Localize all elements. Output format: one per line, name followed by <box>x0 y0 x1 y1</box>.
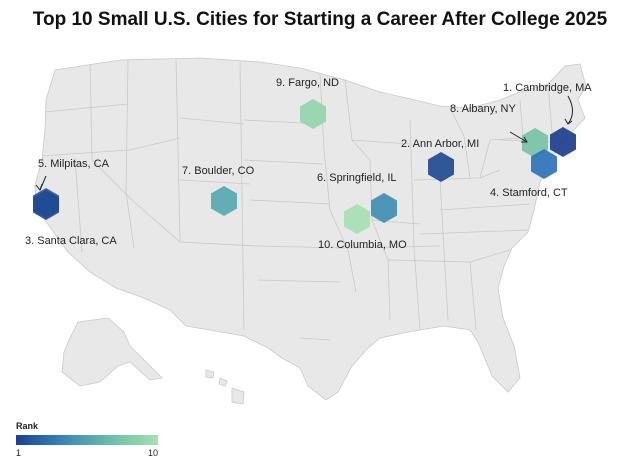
label-albany: 8. Albany, NY <box>450 103 516 115</box>
legend-max-label: 10 <box>147 448 158 458</box>
alaska-region <box>61 317 163 387</box>
label-stamford: 4. Stamford, CT <box>490 187 568 199</box>
label-fargo: 9. Fargo, ND <box>276 77 339 89</box>
legend-min-label: 1 <box>16 448 22 458</box>
city-labels: 1. Cambridge, MA 2. Ann Arbor, MI 3. San… <box>25 77 592 251</box>
city-marker-springfield <box>371 193 397 223</box>
city-marker-stamford <box>531 149 557 179</box>
city-marker-boulder <box>211 186 237 216</box>
label-santa-clara: 3. Santa Clara, CA <box>25 235 117 247</box>
hawaii-region <box>205 369 245 405</box>
label-columbia: 10. Columbia, MO <box>318 239 407 251</box>
city-marker-cambridge <box>550 127 576 157</box>
city-marker-columbia <box>344 204 370 234</box>
map-title: Top 10 Small U.S. Cities for Starting a … <box>32 9 608 30</box>
label-cambridge: 1. Cambridge, MA <box>503 82 592 94</box>
label-boulder: 7. Boulder, CO <box>182 165 255 177</box>
legend-title: Rank <box>16 421 39 431</box>
leader-arrows <box>35 95 573 192</box>
city-markers <box>33 99 576 234</box>
label-springfield: 6. Springfield, IL <box>317 172 397 184</box>
state-borders <box>39 58 561 341</box>
label-milpitas: 5. Milpitas, CA <box>38 158 110 170</box>
legend-color-bar <box>16 435 158 445</box>
city-marker-ann-arbor <box>428 152 454 182</box>
city-marker-santa-clara <box>33 190 59 220</box>
city-marker-fargo <box>300 99 326 129</box>
label-ann-arbor: 2. Ann Arbor, MI <box>401 138 479 150</box>
conus-region <box>34 57 587 401</box>
